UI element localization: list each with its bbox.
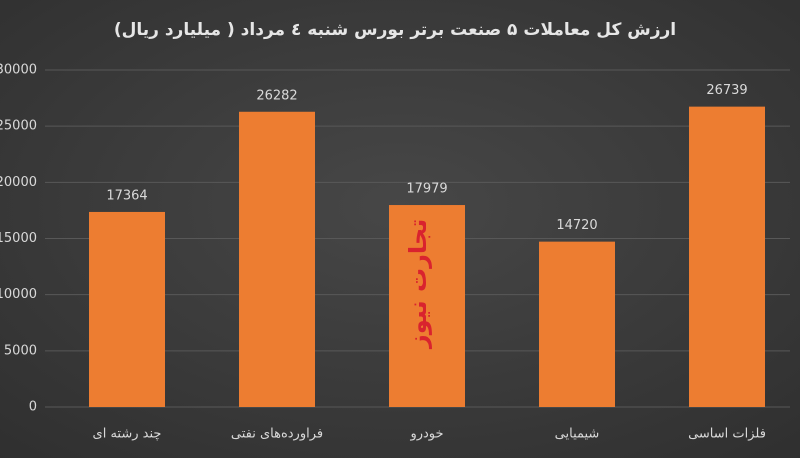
bar bbox=[689, 106, 765, 407]
y-tick-label: 25000 bbox=[0, 119, 37, 134]
y-tick-label: 15000 bbox=[0, 231, 37, 246]
value-label: 17364 bbox=[106, 188, 147, 203]
chart-title: ارزش کل معاملات ۵ صنعت برتر بورس شنبه ٤ … bbox=[114, 20, 676, 40]
bar bbox=[89, 211, 165, 407]
watermark: تجارت نیوز bbox=[404, 219, 432, 349]
x-tick-label: چند رشته ای bbox=[93, 427, 162, 442]
value-label: 17979 bbox=[406, 182, 447, 197]
y-tick-label: 5000 bbox=[4, 343, 37, 358]
y-tick-label: 10000 bbox=[0, 287, 37, 302]
y-tick-label: 20000 bbox=[0, 175, 37, 190]
y-tick-label: 30000 bbox=[0, 63, 37, 78]
value-label: 14720 bbox=[556, 218, 597, 233]
bar bbox=[389, 205, 465, 407]
x-tick-label: خودرو bbox=[409, 427, 443, 442]
value-label: 26739 bbox=[706, 83, 747, 98]
x-tick-label: فراورده‌های نفتی bbox=[231, 427, 323, 442]
x-tick-label: شیمیایی bbox=[555, 427, 600, 442]
bar bbox=[239, 111, 315, 407]
y-tick-label: 0 bbox=[29, 400, 37, 415]
x-tick-label: فلزات اساسی bbox=[688, 427, 766, 442]
value-label: 26282 bbox=[256, 88, 297, 103]
bar bbox=[539, 241, 615, 407]
